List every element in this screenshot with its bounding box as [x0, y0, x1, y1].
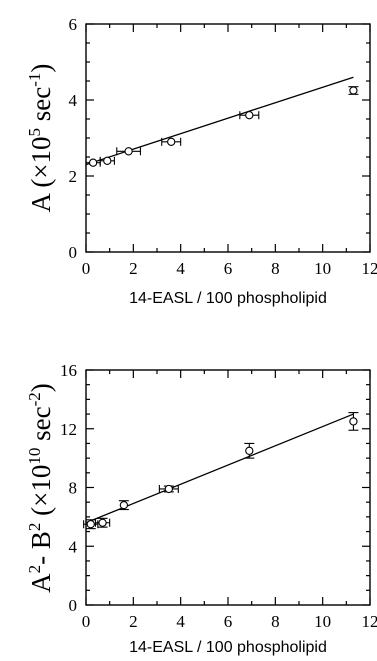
x-tick-label: 8: [271, 259, 280, 278]
axis-ticks: [85, 23, 371, 253]
x-tick-label: 8: [271, 612, 280, 631]
y-tick-label: 2: [69, 167, 78, 186]
y-label-minus: - B: [26, 531, 56, 565]
y-tick-label: 16: [60, 361, 77, 380]
y-label-exponent: 2: [25, 565, 44, 574]
y-tick-label: 0: [69, 596, 78, 615]
y-label-close: ): [26, 383, 56, 392]
x-tick-labels: 0 2 4 6 8 10 12: [82, 259, 377, 278]
data-marker: [164, 484, 173, 494]
y-label-main: A (×10: [26, 136, 56, 212]
y-label-exponent-2: 2: [25, 523, 44, 532]
x-tick-label: 6: [224, 612, 233, 631]
x-tick-label: 4: [176, 612, 185, 631]
data-marker: [119, 500, 129, 510]
data-marker: [98, 518, 107, 527]
x-axis-label: 14-EASL / 100 phospholipid: [129, 290, 327, 307]
fit-line-group: [85, 413, 354, 524]
data-point: [116, 147, 141, 156]
data-points: [83, 412, 359, 530]
y-label-unit: sec: [26, 87, 56, 128]
plot-frame: [85, 369, 371, 606]
data-marker: [88, 158, 98, 167]
data-marker: [349, 86, 358, 95]
x-tick-label: 10: [314, 259, 331, 278]
data-point: [85, 158, 101, 167]
data-marker: [124, 147, 133, 156]
x-tick-label: 12: [362, 259, 377, 278]
x-tick-label: 0: [82, 612, 91, 631]
data-marker: [103, 156, 112, 165]
data-point: [99, 156, 115, 165]
y-axis-label: A2- B2 (×1010 sec-2): [25, 383, 56, 593]
y-tick-labels: 0 2 4 6: [69, 15, 78, 262]
x-tick-label: 6: [224, 259, 233, 278]
y-tick-label: 12: [60, 420, 77, 439]
data-marker: [245, 111, 254, 120]
data-point: [239, 111, 260, 120]
data-point: [244, 442, 255, 459]
data-point: [348, 412, 359, 431]
x-tick-label: 4: [176, 259, 185, 278]
plot-frame: [85, 23, 371, 253]
x-tick-labels: 0 2 4 6 8 10 12: [82, 612, 377, 631]
chart-panel-bottom: 0 2 4 6 8 10 12 0 4 8 12 16 14-EASL / 100 phosphol…: [25, 361, 377, 656]
y-label-main: A: [26, 573, 56, 593]
y-tick-label: 6: [69, 15, 78, 34]
y-tick-label: 4: [69, 91, 78, 110]
y-tick-label: 4: [69, 537, 78, 556]
data-point: [158, 484, 179, 494]
y-label-unit-exponent: -1: [25, 73, 44, 87]
data-point: [118, 500, 129, 511]
x-tick-label: 0: [82, 259, 91, 278]
data-point: [161, 137, 182, 146]
x-tick-label: 10: [314, 612, 331, 631]
data-marker: [245, 446, 254, 455]
y-label-exponent: 5: [25, 128, 44, 137]
data-points: [85, 86, 359, 167]
y-label-unit-2-exponent: -2: [25, 392, 44, 406]
y-tick-label: 8: [69, 479, 78, 498]
y-axis-label: A (×105 sec-1): [25, 64, 56, 213]
x-axis-label: 14-EASL / 100 phospholipid: [129, 639, 327, 656]
fit-line: [85, 413, 354, 524]
x-tick-label: 2: [129, 612, 138, 631]
data-point: [348, 86, 359, 95]
y-label-close: ): [26, 64, 56, 73]
y-tick-labels: 0 4 8 12 16: [60, 361, 78, 615]
data-marker: [167, 137, 176, 146]
y-label-unit-exponent: 10: [25, 448, 44, 465]
y-tick-label: 0: [69, 243, 78, 262]
data-marker: [349, 417, 358, 426]
y-label-unit-2: sec: [26, 406, 56, 447]
x-tick-label: 12: [362, 612, 377, 631]
axis-ticks: [85, 369, 371, 606]
x-tick-label: 2: [129, 259, 138, 278]
chart-panel-top: 0 2 4 6 8 10 12 0 2 4 6 14-EASL / 100 phospholipi…: [25, 15, 377, 307]
data-marker: [86, 520, 95, 529]
y-label-unit: (×10: [26, 465, 56, 523]
data-point: [94, 517, 111, 528]
